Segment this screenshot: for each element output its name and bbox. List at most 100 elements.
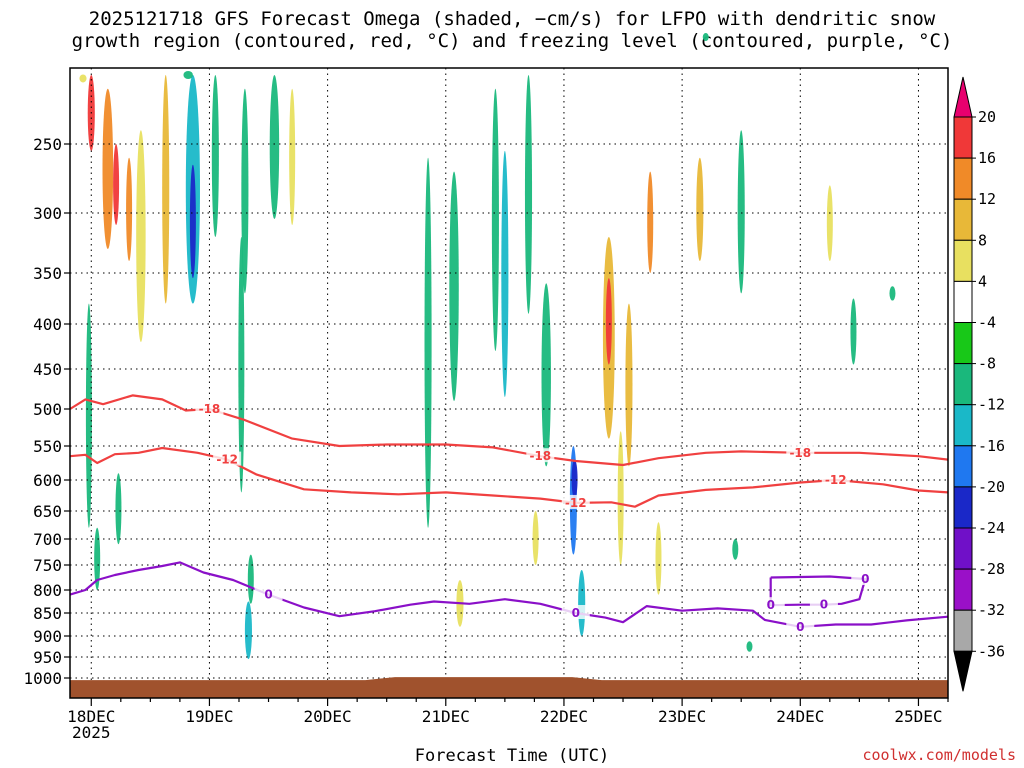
colorbar-label: -32 (978, 601, 1005, 619)
colorbar-label: -20 (978, 478, 1005, 496)
contour-line (69, 394, 949, 467)
y-tick-label: 650 (33, 502, 62, 521)
x-axis-label: Forecast Time (UTC) (414, 746, 610, 766)
x-tick-label: 18DEC (67, 707, 115, 726)
colorbar-bottom-arrow (953, 650, 973, 692)
colorbar-swatch (953, 404, 973, 447)
plot-frame (69, 67, 949, 699)
contour-label: 0 (820, 598, 828, 612)
omega-cell (732, 539, 739, 560)
contour-label: -18 (199, 402, 221, 416)
contour-label: -12 (565, 496, 587, 510)
y-axis: 250 300 350 400 450 500 550 600 650 700 750 800 850 9… (23, 135, 70, 688)
omega-cell (826, 185, 833, 261)
x-tick-label: 24DEC (776, 707, 824, 726)
contour-label-bg (526, 448, 555, 463)
colorbar-label: 12 (978, 190, 996, 208)
omega-cell (241, 88, 249, 294)
credit-text: coolwx.com/models (862, 746, 1016, 764)
x-axis: 18DEC 19DEC 20DEC 21DEC 22DEC 23DEC 24DEC 25DEC… (67, 698, 949, 742)
omega-cell (113, 144, 120, 225)
y-tick-label: 950 (33, 648, 62, 667)
contour-line (69, 561, 949, 628)
ground-fill (70, 677, 948, 698)
colorbar-label: -8 (978, 355, 996, 373)
contour-label-bg (561, 494, 590, 509)
y-tick-label: 350 (33, 264, 62, 283)
omega-cell (183, 71, 193, 79)
x-tick-label: 20DEC (304, 707, 352, 726)
contour-label-bg (254, 586, 283, 601)
omega-cell (617, 431, 624, 565)
colorbar-swatch (953, 157, 973, 200)
omega-cell (269, 75, 280, 219)
contour-label-bg (851, 571, 880, 585)
x-tick-label: 22DEC (540, 707, 588, 726)
omega-cell (189, 164, 196, 279)
colorbar-swatch (953, 239, 973, 282)
contour-label: -18 (529, 449, 551, 463)
omega-cell (532, 511, 539, 565)
omega-cell (578, 570, 586, 636)
omega-shading-layer (79, 33, 896, 660)
x-tick-year-label: 2025 (72, 723, 111, 742)
omega-cell (655, 522, 662, 595)
colorbar-label: -24 (978, 519, 1005, 537)
chart-title-line2: growth region (contoured, red, °C) and f… (71, 30, 953, 52)
omega-cell (126, 157, 133, 261)
colorbar: 20 16 12 8 4 -4 -8 -12 -16 -20 -24 -28 -32 -36 (953, 76, 1005, 692)
omega-cell (501, 150, 509, 397)
omega-cell (211, 75, 219, 237)
contour-label-bg (786, 618, 815, 633)
y-tick-label: 600 (33, 471, 62, 490)
colorbar-label: 16 (978, 149, 996, 167)
x-tick-label: 23DEC (658, 707, 706, 726)
omega-cell (115, 473, 122, 545)
colorbar-label: 4 (978, 272, 987, 290)
colorbar-swatch (953, 527, 973, 570)
omega-cell (625, 303, 633, 467)
colorbar-label: -36 (978, 642, 1005, 660)
y-tick-label: 550 (33, 437, 62, 456)
y-tick-label: 1000 (23, 669, 62, 688)
omega-cell (424, 157, 432, 528)
omega-cell (541, 283, 551, 467)
y-tick-label: 750 (33, 556, 62, 575)
omega-cell (162, 75, 170, 304)
contour-label: 0 (796, 620, 804, 634)
contour-line (69, 446, 949, 508)
omega-cell (605, 278, 612, 365)
omega-cell (850, 298, 857, 365)
omega-cell (102, 88, 114, 250)
y-tick-label: 450 (33, 360, 62, 379)
colorbar-label: -28 (978, 560, 1005, 578)
colorbar-swatch (953, 363, 973, 406)
colorbar-label: -16 (978, 437, 1005, 455)
omega-cell (647, 171, 654, 273)
y-tick-label: 700 (33, 530, 62, 549)
contour-label: -12 (216, 453, 238, 467)
omega-cell (79, 74, 87, 83)
x-tick-label: 25DEC (894, 707, 942, 726)
omega-cell (244, 601, 252, 660)
contour-label-bg (821, 472, 850, 486)
omega-cell (746, 641, 753, 652)
colorbar-top-arrow (953, 76, 973, 118)
contour-label: -12 (825, 473, 847, 487)
y-tick-label: 900 (33, 627, 62, 646)
colorbar-label: 20 (978, 108, 996, 126)
omega-cell (491, 88, 499, 351)
contour-label-bg (756, 597, 785, 612)
colorbar-swatch (953, 609, 973, 652)
contour-label: 0 (264, 588, 272, 602)
contour-label-bg (213, 451, 242, 466)
omega-cell (247, 554, 254, 604)
omega-cell (696, 157, 704, 261)
colorbar-swatch (953, 568, 973, 611)
ground-layer (70, 677, 948, 698)
colorbar-label: 8 (978, 231, 987, 249)
contour-label: 0 (572, 606, 580, 620)
omega-cell (737, 130, 745, 294)
contour-label-bg (195, 401, 224, 415)
